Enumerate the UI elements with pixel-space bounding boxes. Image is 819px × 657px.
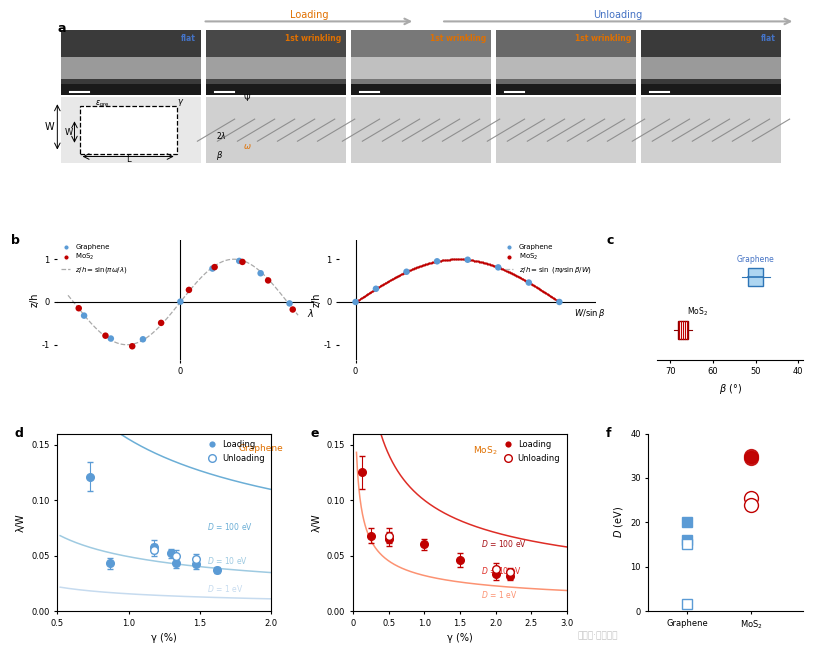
Text: W: W [66, 127, 74, 137]
Text: $D$ = 1 eV: $D$ = 1 eV [207, 583, 243, 594]
Text: W: W [45, 122, 54, 132]
Text: f: f [605, 426, 611, 440]
Text: $\beta$: $\beta$ [216, 149, 223, 162]
Text: $\gamma$: $\gamma$ [177, 97, 184, 108]
Text: $\omega$: $\omega$ [242, 142, 251, 151]
Point [183, 284, 196, 295]
X-axis label: γ (%): γ (%) [152, 633, 177, 643]
Text: 1st wrinkling: 1st wrinkling [575, 34, 631, 43]
Y-axis label: λ/W: λ/W [311, 513, 321, 532]
Point [283, 298, 296, 309]
Bar [641, 57, 781, 79]
Y-axis label: z/h: z/h [312, 292, 322, 307]
Point [491, 262, 505, 273]
Legend: Loading, Unloading: Loading, Unloading [502, 438, 563, 466]
Text: $\Psi$: $\Psi$ [243, 92, 251, 103]
Y-axis label: λ/W: λ/W [16, 513, 25, 532]
Text: 1st wrinkling: 1st wrinkling [430, 34, 486, 43]
Text: a: a [57, 22, 66, 35]
Point [236, 257, 249, 267]
Text: $D$ = 10 eV: $D$ = 10 eV [482, 566, 523, 576]
Bar [61, 57, 201, 79]
Bar [61, 97, 201, 164]
Text: 1st wrinkling: 1st wrinkling [285, 34, 341, 43]
Bar [206, 97, 346, 164]
Point [99, 330, 112, 341]
Bar [678, 321, 688, 339]
Bar [351, 97, 491, 164]
Bar [351, 84, 491, 95]
Bar [351, 57, 491, 79]
Text: d: d [15, 426, 24, 440]
Bar [206, 57, 346, 79]
Text: $2\lambda$: $2\lambda$ [215, 130, 226, 141]
Text: Graphene: Graphene [238, 444, 283, 453]
Bar [496, 57, 636, 79]
Point [349, 297, 362, 307]
Point [286, 304, 299, 315]
Text: Unloading: Unloading [593, 11, 642, 20]
Text: $D$ = 10 eV: $D$ = 10 eV [207, 555, 248, 566]
Text: c: c [607, 234, 614, 247]
Point [369, 284, 382, 294]
Text: Graphene: Graphene [737, 256, 775, 264]
X-axis label: $\beta$ (°): $\beta$ (°) [718, 382, 741, 396]
Bar [351, 30, 491, 95]
Point [523, 277, 536, 288]
Text: $\varepsilon_\mathrm{pre}$: $\varepsilon_\mathrm{pre}$ [95, 99, 109, 110]
Point [155, 317, 168, 328]
Point [261, 275, 274, 286]
Point [254, 268, 267, 279]
Bar [641, 97, 781, 164]
Text: Loading: Loading [290, 11, 328, 20]
Y-axis label: $D$ (eV): $D$ (eV) [612, 507, 625, 538]
Bar [61, 84, 201, 95]
Text: 公众号·低维昂维: 公众号·低维昂维 [577, 631, 618, 641]
Legend: Graphene, MoS$_2$, $z/h=\sin(\pi\omega/\lambda)$: Graphene, MoS$_2$, $z/h=\sin(\pi\omega/\… [61, 244, 129, 275]
Point [174, 296, 187, 307]
Point [72, 303, 85, 313]
Text: $W/\sin\beta$: $W/\sin\beta$ [574, 307, 606, 320]
Text: L: L [126, 156, 130, 164]
Point [137, 334, 150, 344]
Point [104, 333, 117, 344]
Bar [206, 30, 346, 95]
Point [553, 297, 566, 307]
Text: $D$ = 100 eV: $D$ = 100 eV [207, 521, 253, 532]
Bar [61, 30, 201, 95]
Point [78, 310, 91, 321]
Text: $D$ = 100 eV: $D$ = 100 eV [482, 537, 527, 549]
Legend: Graphene, MoS$_2$, $z/h=\sin\ (\pi\psi\sin\beta/W)$: Graphene, MoS$_2$, $z/h=\sin\ (\pi\psi\s… [505, 244, 593, 275]
Point [461, 254, 474, 265]
Text: $\lambda$: $\lambda$ [307, 307, 314, 319]
Text: e: e [310, 426, 319, 440]
Bar [206, 84, 346, 95]
Text: flat: flat [761, 34, 776, 43]
Point [125, 341, 138, 351]
Text: MoS$_2$: MoS$_2$ [473, 444, 498, 457]
Legend: Loading, Unloading: Loading, Unloading [206, 438, 267, 466]
Bar [496, 30, 636, 95]
Bar [641, 30, 781, 95]
Text: b: b [11, 234, 20, 247]
Point [208, 262, 221, 273]
Point [400, 267, 413, 277]
Point [431, 256, 444, 267]
Point [233, 256, 246, 266]
Bar [496, 84, 636, 95]
Point [206, 263, 219, 274]
Bar [748, 269, 763, 286]
Text: $D$ = 1 eV: $D$ = 1 eV [482, 589, 518, 600]
Bar [79, 106, 177, 154]
X-axis label: γ (%): γ (%) [447, 633, 473, 643]
Text: MoS$_2$: MoS$_2$ [687, 306, 708, 318]
Y-axis label: z/h: z/h [30, 292, 40, 307]
Bar [641, 84, 781, 95]
Bar [496, 97, 636, 164]
Text: flat: flat [181, 34, 196, 43]
